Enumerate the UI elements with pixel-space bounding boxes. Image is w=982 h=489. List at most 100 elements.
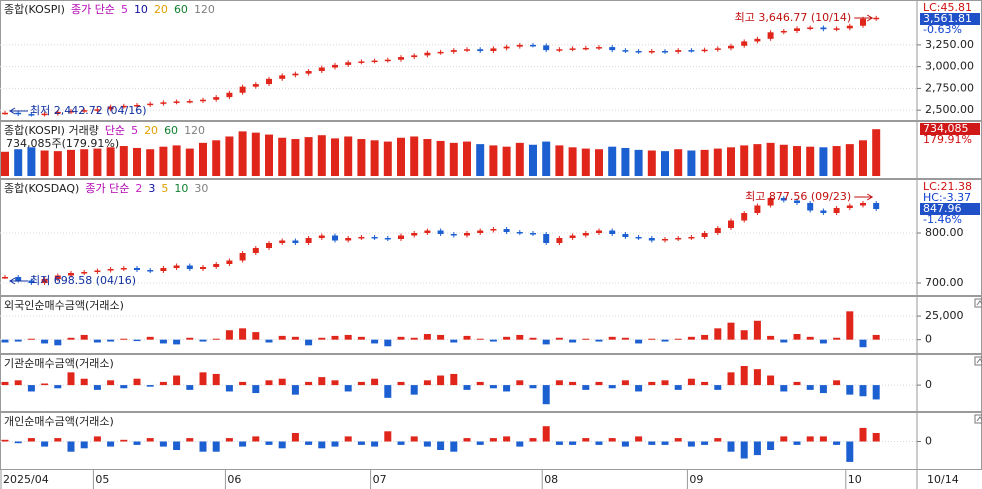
candle-body	[411, 233, 418, 236]
net-buy-bar	[687, 336, 695, 340]
net-buy-bar	[239, 441, 247, 447]
volume-bar	[661, 151, 669, 176]
net-buy-bar	[344, 436, 352, 442]
y-tick-label: 0	[925, 435, 932, 448]
legend-text: 종합(KOSPI) 거래량	[4, 124, 99, 137]
candle-body	[239, 253, 246, 261]
candle-body	[437, 230, 444, 234]
x-tick-label: 05	[95, 473, 109, 486]
legend-text: 3	[148, 182, 155, 195]
volume-bar	[476, 144, 485, 176]
volume-bar	[555, 145, 564, 176]
candle-body	[662, 239, 668, 241]
candle-body	[833, 28, 840, 30]
net-buy-bar	[225, 385, 233, 392]
candle-body	[345, 238, 352, 241]
net-buy-bar	[1, 381, 9, 386]
candle-body	[477, 49, 484, 51]
net-buy-bar	[859, 385, 867, 397]
net-buy-bar	[450, 441, 458, 452]
candle-body	[15, 112, 22, 115]
candle-body	[846, 205, 853, 208]
net-buy-bar	[120, 385, 128, 389]
candle-body	[384, 238, 391, 240]
volume-bar	[278, 137, 287, 176]
candle-body	[464, 233, 470, 236]
candle-body	[464, 49, 470, 51]
volume-bar	[647, 150, 656, 176]
volume-bar	[344, 136, 353, 176]
candle-body	[41, 113, 48, 116]
volume-bar	[449, 142, 458, 176]
net-buy-bar	[569, 441, 577, 445]
net-buy-bar	[714, 328, 722, 340]
net-buy-bar	[199, 339, 207, 342]
volume-bar	[502, 146, 511, 176]
net-buy-bar	[384, 431, 392, 442]
net-buy-bar	[159, 381, 167, 386]
candle-body	[107, 106, 114, 110]
volume-bar	[265, 134, 273, 176]
net-buy-bar	[225, 330, 233, 340]
x-end-label: 10/14	[927, 473, 959, 486]
net-buy-bar	[687, 378, 695, 386]
candle-body	[200, 267, 206, 269]
net-buy-bar	[595, 441, 603, 445]
net-buy-bar	[186, 385, 194, 390]
candle-body	[807, 27, 814, 29]
net-buy-bar	[397, 381, 405, 386]
net-buy-bar	[291, 433, 299, 442]
net-buy-bar	[582, 438, 590, 442]
candle-body	[15, 277, 22, 281]
candle-body	[398, 235, 404, 239]
net-buy-bar	[41, 441, 49, 447]
net-buy-bar	[384, 339, 392, 347]
net-buy-bar	[278, 335, 286, 340]
net-buy-bar	[463, 335, 471, 340]
net-buy-bar	[476, 381, 484, 386]
net-buy-bar	[93, 339, 101, 343]
net-buy-bar	[833, 380, 841, 386]
candle-body	[266, 78, 272, 85]
candle-body	[305, 238, 312, 243]
candle-body	[807, 203, 814, 211]
candle-body	[648, 238, 655, 241]
candle-body	[279, 75, 286, 79]
net-buy-bar	[410, 385, 418, 395]
net-buy-bar	[846, 385, 854, 395]
candle-body	[107, 269, 114, 271]
candle-body	[596, 230, 602, 233]
net-buy-bar	[753, 369, 761, 386]
net-buy-bar	[344, 385, 352, 392]
net-buy-bar	[371, 378, 379, 386]
net-buy-bar	[14, 380, 22, 386]
net-buy-bar	[423, 441, 431, 447]
volume-bar	[251, 132, 260, 176]
candle-body	[398, 57, 404, 60]
volume-bar	[40, 150, 49, 176]
net-buy-bar	[569, 381, 577, 386]
net-buy-bar	[859, 339, 867, 348]
net-buy-bar	[27, 438, 35, 442]
net-buy-bar	[819, 436, 827, 442]
net-buy-bar	[27, 338, 35, 340]
right-label: -0.63%	[923, 23, 962, 36]
candle-body	[490, 229, 497, 231]
net-buy-bar	[252, 436, 260, 442]
x-tick-label: 2025/04	[3, 473, 49, 486]
net-buy-bar	[107, 380, 115, 386]
candle-body	[622, 50, 629, 52]
candle-body	[833, 208, 840, 213]
candle-body	[28, 280, 35, 283]
annotation-low: 최저 698.58 (04/16)	[30, 274, 136, 287]
volume-bar	[845, 144, 854, 176]
candle-body	[582, 233, 589, 236]
candle-body	[305, 71, 312, 74]
net-buy-bar	[806, 385, 814, 390]
volume-bar	[568, 147, 577, 176]
annotation-arrow	[9, 277, 28, 285]
x-tick-label: 06	[227, 473, 241, 486]
right-label: 734,085	[923, 122, 969, 135]
net-buy-bar	[780, 436, 788, 442]
